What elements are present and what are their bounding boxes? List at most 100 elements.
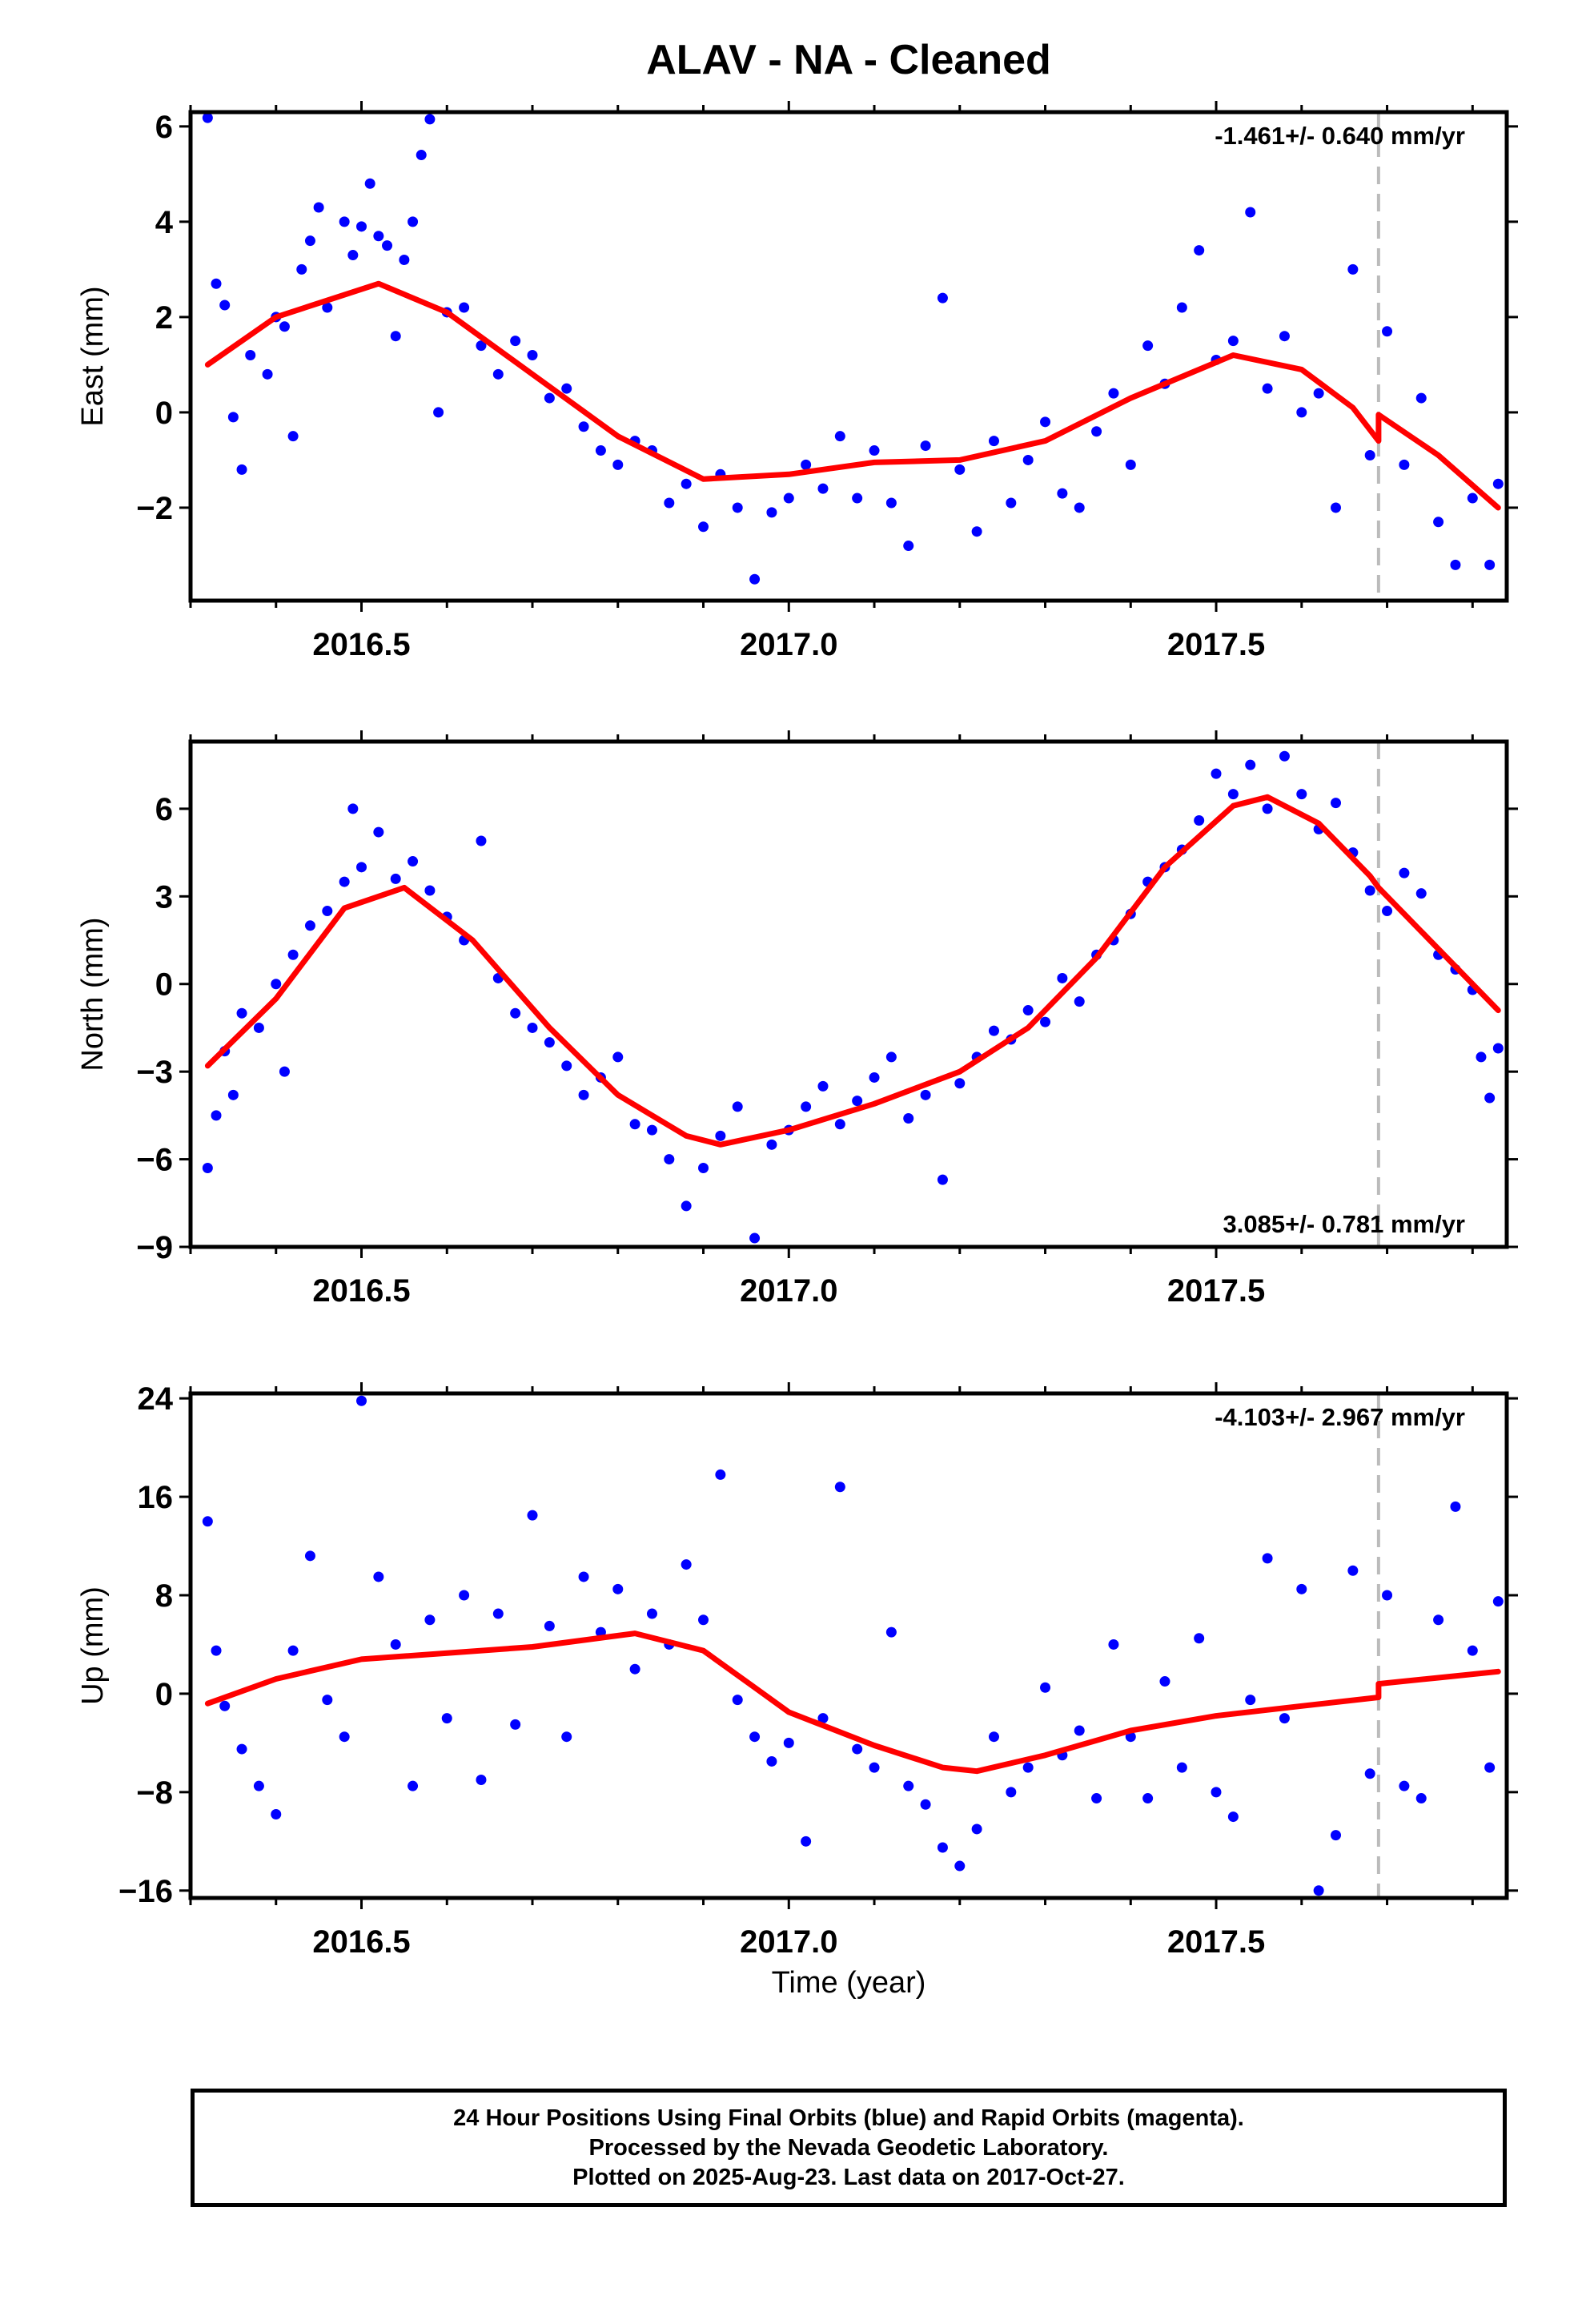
up-data-point bbox=[1296, 1583, 1307, 1594]
east-data-point bbox=[1415, 392, 1427, 404]
north-y-axis-label: North (mm) bbox=[76, 917, 110, 1071]
up-y-tick-label: −8 bbox=[136, 1775, 173, 1811]
up-data-point bbox=[1433, 1614, 1444, 1626]
north-panel: −9 −6 −3 0 3 6 2016.5 2017.0 2017.5 North (mm) 3.0… bbox=[76, 730, 1518, 1309]
up-data-point bbox=[1450, 1501, 1461, 1512]
chart-title: ALAV - NA - Cleaned bbox=[646, 37, 1051, 83]
up-data-point bbox=[459, 1590, 470, 1601]
up-data-point bbox=[749, 1731, 761, 1743]
east-data-point bbox=[1313, 388, 1324, 399]
east-data-point bbox=[356, 221, 367, 232]
east-data-point bbox=[766, 507, 777, 518]
east-data-point bbox=[459, 302, 470, 313]
up-data-point bbox=[1159, 1676, 1170, 1687]
up-data-point bbox=[1262, 1553, 1273, 1564]
up-data-point bbox=[424, 1614, 436, 1626]
up-data-point bbox=[1194, 1633, 1205, 1644]
footer-line-1: 24 Hour Positions Using Final Orbits (bl… bbox=[453, 2105, 1244, 2131]
east-x-tick-label: 2017.0 bbox=[740, 627, 837, 662]
east-y-axis-label: East (mm) bbox=[76, 286, 110, 426]
east-data-point bbox=[1022, 454, 1034, 465]
east-data-point bbox=[279, 321, 290, 332]
north-data-point bbox=[1279, 750, 1290, 762]
east-data-point bbox=[1245, 207, 1256, 218]
east-data-point bbox=[492, 368, 504, 380]
up-y-tick-label: 24 bbox=[138, 1381, 174, 1417]
east-data-point bbox=[885, 497, 897, 509]
north-data-point bbox=[698, 1163, 709, 1174]
up-data-point bbox=[202, 1516, 213, 1527]
north-data-point bbox=[544, 1037, 555, 1048]
up-data-point bbox=[1364, 1768, 1375, 1779]
east-data-point bbox=[202, 112, 213, 123]
north-plot-frame bbox=[188, 739, 1509, 1249]
east-data-point bbox=[988, 436, 999, 447]
east-data-point bbox=[971, 526, 982, 537]
east-data-point bbox=[749, 573, 761, 585]
north-data-point bbox=[1074, 996, 1085, 1007]
north-data-point bbox=[732, 1101, 743, 1112]
east-data-point bbox=[817, 483, 829, 494]
north-data-point bbox=[408, 856, 419, 867]
north-data-point bbox=[1399, 867, 1410, 879]
east-data-point bbox=[1040, 416, 1051, 428]
east-data-point bbox=[1296, 407, 1307, 418]
north-data-point bbox=[937, 1174, 948, 1185]
up-data-point bbox=[1227, 1811, 1239, 1823]
east-data-point bbox=[373, 231, 384, 242]
up-data-point bbox=[1484, 1762, 1496, 1773]
north-data-point bbox=[287, 949, 299, 960]
up-y-tick-label: −16 bbox=[118, 1874, 173, 1909]
east-data-point bbox=[236, 464, 247, 475]
north-data-point bbox=[920, 1089, 931, 1100]
east-data-point bbox=[527, 350, 538, 361]
footer-line-3: Plotted on 2025-Aug-23. Last data on 201… bbox=[572, 2164, 1125, 2190]
east-data-point bbox=[561, 383, 572, 394]
east-data-point bbox=[476, 340, 487, 352]
east-data-point bbox=[1074, 502, 1085, 513]
up-data-point bbox=[1347, 1565, 1359, 1576]
north-y-tick-label: 0 bbox=[155, 967, 173, 1003]
up-data-point bbox=[1006, 1787, 1017, 1798]
east-data-point bbox=[1347, 263, 1359, 275]
north-data-point bbox=[1382, 906, 1393, 917]
up-data-point bbox=[681, 1559, 692, 1570]
north-data-point bbox=[561, 1060, 572, 1072]
north-data-point bbox=[1040, 1016, 1051, 1027]
east-data-point bbox=[544, 392, 555, 404]
east-data-point bbox=[433, 407, 444, 418]
up-data-point bbox=[1022, 1762, 1034, 1773]
up-data-point bbox=[937, 1842, 948, 1853]
north-data-point bbox=[1022, 1005, 1034, 1016]
north-model-line bbox=[204, 794, 1501, 1148]
up-data-point bbox=[988, 1731, 999, 1743]
north-data-point bbox=[1211, 768, 1222, 779]
up-panel: −16 −8 0 8 16 24 2016.5 2017.0 2017.5 Up (mm) -4.1… bbox=[76, 1381, 1518, 1960]
east-data-point bbox=[219, 300, 231, 311]
up-data-point bbox=[971, 1823, 982, 1835]
east-data-point bbox=[347, 250, 359, 261]
north-data-point bbox=[1057, 972, 1068, 983]
up-data-point bbox=[885, 1626, 897, 1638]
east-data-point bbox=[1108, 388, 1119, 399]
east-data-point bbox=[595, 445, 606, 456]
north-data-point bbox=[715, 1130, 726, 1141]
north-data-point bbox=[629, 1119, 640, 1130]
east-panel: −2 0 2 4 6 2016.5 2017.0 2017.5 East (mm) -1.461+… bbox=[76, 101, 1518, 662]
east-data-point bbox=[296, 263, 307, 275]
north-data-point bbox=[527, 1022, 538, 1033]
east-data-point bbox=[1091, 426, 1102, 437]
up-data-point bbox=[1108, 1638, 1119, 1650]
up-data-point bbox=[271, 1809, 282, 1820]
north-data-point bbox=[279, 1066, 290, 1077]
up-data-point bbox=[1415, 1793, 1427, 1804]
east-data-point bbox=[1227, 336, 1239, 347]
east-plot-frame bbox=[188, 110, 1509, 603]
north-x-tick-label: 2017.5 bbox=[1167, 1273, 1265, 1309]
up-data-point bbox=[817, 1713, 829, 1724]
east-data-point bbox=[262, 368, 273, 380]
up-data-point bbox=[1176, 1762, 1187, 1773]
up-y-tick-label: 0 bbox=[155, 1677, 173, 1712]
east-data-point bbox=[1194, 245, 1205, 256]
